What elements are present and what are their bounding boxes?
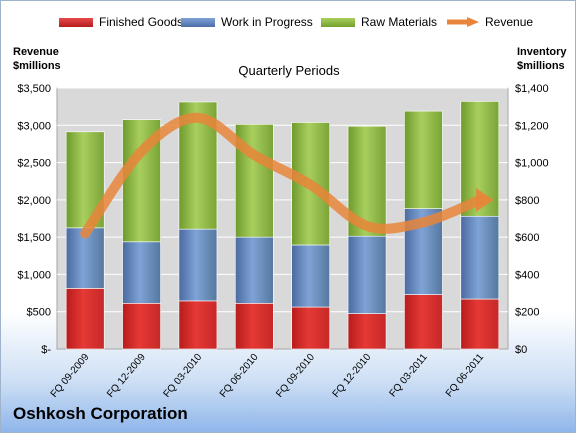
company-name: Oshkosh Corporation (13, 404, 188, 423)
x-tick-label: FQ 03-2010 (162, 352, 205, 400)
left-tick-label: $1,000 (17, 269, 51, 281)
left-tick-label: $2,500 (17, 158, 51, 170)
x-tick-label: FQ 12-2010 (331, 352, 374, 400)
left-tick-label: $2,000 (17, 195, 51, 207)
bar-work-in-progress (235, 236, 274, 304)
bar-finished-goods (65, 288, 105, 350)
legend-label-raw-materials: Raw Materials (361, 15, 438, 29)
legend-label-finished-goods: Finished Goods (99, 15, 184, 29)
left-tick-label: $1,500 (17, 232, 51, 244)
legend-label-wip: Work in Progress (221, 15, 313, 29)
left-axis-title-line1: Revenue (13, 46, 59, 58)
bar-finished-goods (291, 306, 330, 350)
right-axis-title-line1: Inventory (517, 46, 567, 58)
left-tick-label: $3,000 (17, 120, 51, 132)
legend-item-revenue: Revenue (445, 15, 533, 29)
bar-finished-goods (178, 300, 218, 350)
bar-work-in-progress (460, 215, 500, 300)
legend-item-raw-materials: Raw Materials (321, 15, 437, 29)
bar-work-in-progress (178, 228, 218, 302)
bar-finished-goods (122, 303, 161, 350)
legend-item-finished-goods: Finished Goods (59, 15, 183, 29)
right-tick-label: $0 (515, 344, 527, 356)
legend: Finished Goods Work in Progress Raw Mate… (1, 15, 576, 35)
right-tick-label: $1,400 (515, 83, 549, 95)
revenue-line (80, 112, 485, 239)
x-tick-label: FQ 06-2011 (444, 352, 487, 400)
right-tick-label: $800 (515, 195, 539, 207)
right-tick-label: $400 (515, 269, 539, 281)
bar-raw-materials (404, 110, 443, 209)
x-tick-label: FQ 09-2009 (49, 352, 92, 400)
x-axis-title: Quarterly Periods (238, 63, 340, 78)
x-tick-label: FQ 12-2009 (105, 352, 148, 400)
legend-swatch-wip (181, 17, 215, 27)
left-tick-label: $3,500 (17, 83, 51, 95)
legend-swatch-raw-materials (321, 17, 355, 27)
left-axis-title-line2: $millions (13, 60, 61, 72)
bar-finished-goods (460, 298, 500, 350)
right-axis-title-line2: $millions (517, 60, 565, 72)
right-axis-title: Inventory $millions (517, 45, 567, 73)
right-tick-label: $200 (515, 307, 539, 319)
revenue-arrowhead (475, 187, 494, 212)
bar-finished-goods (235, 303, 274, 350)
right-tick-label: $600 (515, 232, 539, 244)
right-tick-label: $1,000 (515, 158, 549, 170)
x-tick-label: FQ 03-2011 (387, 352, 430, 400)
left-axis-title: Revenue $millions (13, 45, 61, 73)
left-tick-label: $- (41, 344, 51, 356)
x-tick-label: FQ 06-2010 (218, 352, 261, 400)
bar-work-in-progress (291, 244, 330, 308)
bar-work-in-progress (347, 235, 387, 314)
left-tick-label: $500 (27, 307, 51, 319)
legend-label-revenue: Revenue (485, 15, 534, 29)
legend-item-wip: Work in Progress (181, 15, 313, 29)
bar-finished-goods (347, 313, 387, 350)
bar-work-in-progress (122, 241, 161, 304)
right-tick-label: $1,200 (515, 120, 549, 132)
x-tick-label: FQ 09-2010 (274, 352, 317, 400)
legend-swatch-revenue (445, 17, 479, 27)
bar-finished-goods (404, 294, 443, 350)
legend-swatch-finished-goods (59, 17, 93, 27)
